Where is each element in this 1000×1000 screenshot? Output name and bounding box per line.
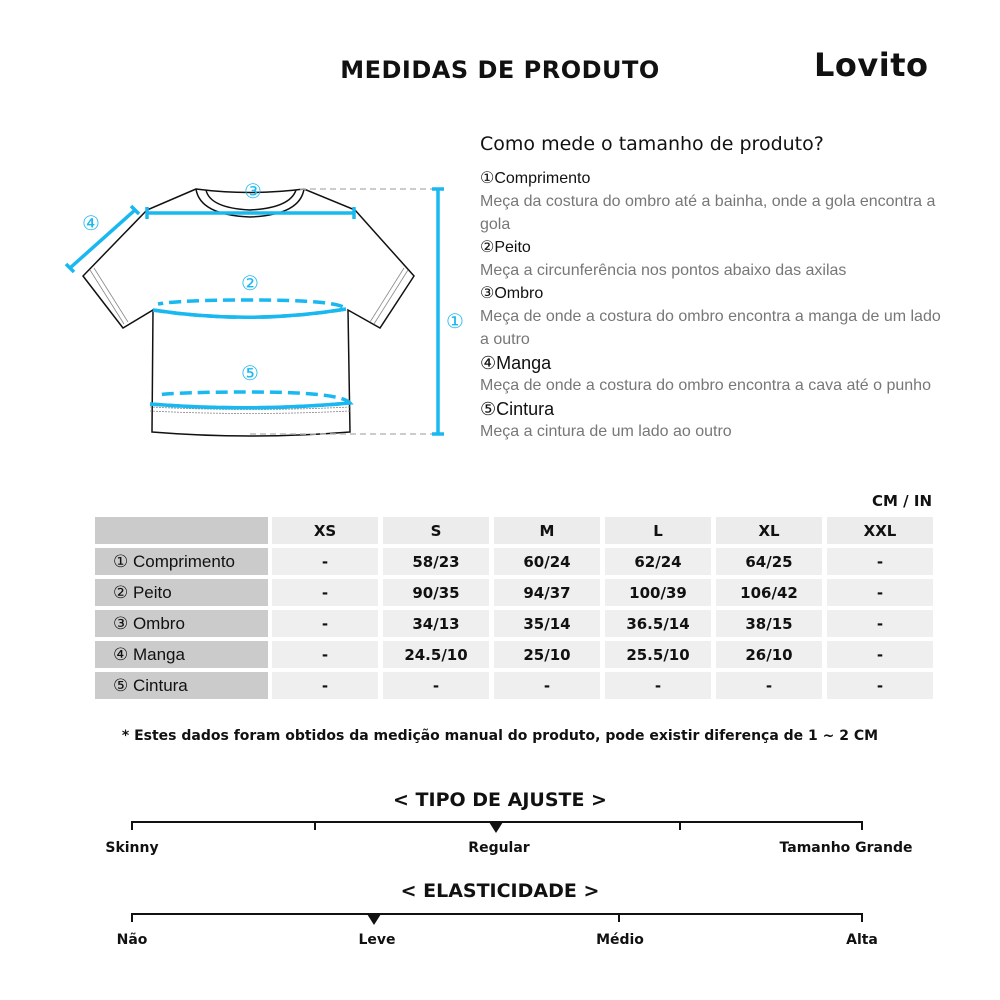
guide-heading: ①Comprimento <box>480 170 591 187</box>
table-cell: - <box>272 672 378 699</box>
fit-tick <box>861 821 863 830</box>
elasticity-label: Alta <box>846 932 878 948</box>
table-cell: - <box>383 672 489 699</box>
guide-heading: ③Ombro <box>480 285 544 302</box>
table-cell: - <box>272 610 378 637</box>
size-header: XXL <box>827 517 933 544</box>
size-header: M <box>494 517 600 544</box>
elasticity-label: Não <box>116 932 148 948</box>
table-cell: 38/15 <box>716 610 822 637</box>
fit-title: < TIPO DE AJUSTE > <box>393 789 607 811</box>
page-title: MEDIDAS DE PRODUTO <box>340 56 660 84</box>
fit-tick <box>131 821 133 830</box>
guide-heading: ⑤Cintura <box>480 399 555 419</box>
guide-desc: Meça a circunferência nos pontos abaixo … <box>480 262 847 279</box>
fit-label: Regular <box>468 840 530 856</box>
table-cell: 24.5/10 <box>383 641 489 668</box>
table-cell: - <box>272 641 378 668</box>
table-cell: - <box>272 548 378 575</box>
fit-marker <box>489 822 503 833</box>
guide-desc: Meça a cintura de um lado ao outro <box>480 423 732 440</box>
fit-label: Skinny <box>105 840 159 856</box>
fit-label: Tamanho Grande <box>779 840 913 856</box>
fit-tick <box>314 821 316 830</box>
table-cell: - <box>827 672 933 699</box>
guide-question: Como mede o tamanho de produto? <box>480 133 824 155</box>
table-cell: 100/39 <box>605 579 711 606</box>
guide-heading: ④Manga <box>480 353 552 373</box>
size-header: S <box>383 517 489 544</box>
elasticity-title: < ELASTICIDADE > <box>400 880 600 902</box>
table-cell: 106/42 <box>716 579 822 606</box>
elasticity-label: Leve <box>358 932 396 948</box>
row-label: ① Comprimento <box>95 548 268 575</box>
size-header: L <box>605 517 711 544</box>
elasticity-marker <box>367 914 381 925</box>
table-cell: 34/13 <box>383 610 489 637</box>
measurement-note: * Estes dados foram obtidos da medição m… <box>121 728 879 744</box>
table-cell: 35/14 <box>494 610 600 637</box>
elasticity-tick <box>618 913 620 922</box>
guide-desc: Meça da costura do ombro até a bainha, o… <box>480 193 936 233</box>
table-cell: 94/37 <box>494 579 600 606</box>
table-cell: - <box>827 641 933 668</box>
table-cell: - <box>827 548 933 575</box>
table-cell: 62/24 <box>605 548 711 575</box>
table-cell: 90/35 <box>383 579 489 606</box>
table-cell: 58/23 <box>383 548 489 575</box>
row-label: ② Peito <box>95 579 268 606</box>
table-cell: 64/25 <box>716 548 822 575</box>
table-cell: - <box>494 672 600 699</box>
guide-heading: ②Peito <box>480 239 531 256</box>
elasticity-tick <box>131 913 133 922</box>
unit-label: CM / IN <box>872 492 932 510</box>
measurement-guide: ①Comprimento Meça da costura do ombro at… <box>480 168 950 444</box>
row-label: ④ Manga <box>95 641 268 668</box>
table-cell: - <box>272 579 378 606</box>
tshirt-diagram: ③ ④ ② ⑤ ① <box>64 179 464 437</box>
brand-logo: Lovito <box>814 46 929 84</box>
label-1: ① <box>446 309 464 333</box>
guide-desc: Meça de onde a costura do ombro encontra… <box>480 377 931 394</box>
table-cell: - <box>827 610 933 637</box>
label-5: ⑤ <box>241 361 259 385</box>
table-cell: 25.5/10 <box>605 641 711 668</box>
label-4: ④ <box>82 211 100 235</box>
size-header: XS <box>272 517 378 544</box>
size-header: XL <box>716 517 822 544</box>
elasticity-tick <box>861 913 863 922</box>
elasticity-scale <box>132 913 863 915</box>
table-cell: - <box>605 672 711 699</box>
table-corner <box>95 517 268 544</box>
row-label: ⑤ Cintura <box>95 672 268 699</box>
table-cell: 25/10 <box>494 641 600 668</box>
row-label: ③ Ombro <box>95 610 268 637</box>
label-3: ③ <box>244 179 262 203</box>
label-2: ② <box>241 271 259 295</box>
guide-desc: Meça de onde a costura do ombro encontra… <box>480 308 941 348</box>
fit-tick <box>679 821 681 830</box>
table-cell: 36.5/14 <box>605 610 711 637</box>
table-cell: - <box>827 579 933 606</box>
table-cell: 60/24 <box>494 548 600 575</box>
table-cell: - <box>716 672 822 699</box>
table-cell: 26/10 <box>716 641 822 668</box>
elasticity-label: Médio <box>596 932 644 948</box>
